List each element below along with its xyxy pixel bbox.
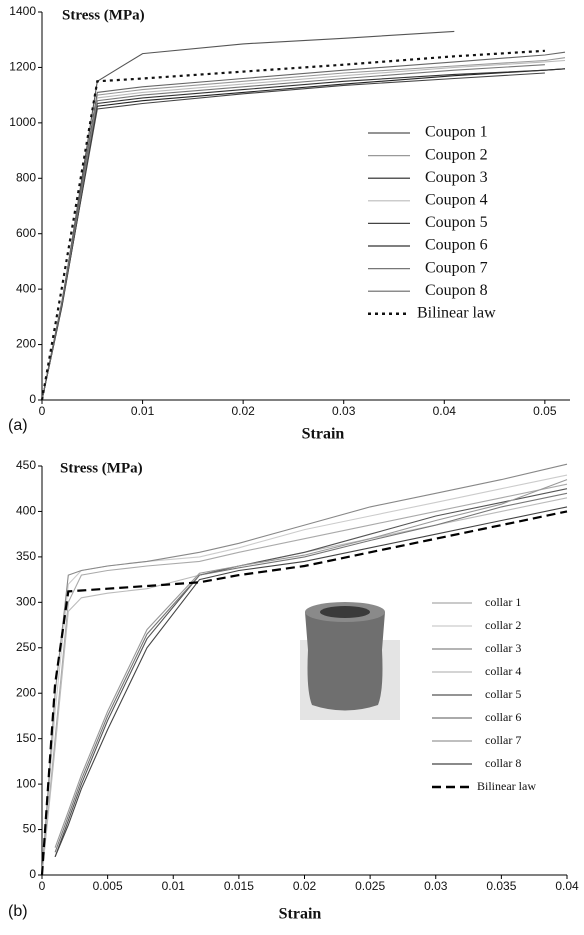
legend-label: Coupon 1 [425, 124, 488, 141]
y-tick-label: 400 [16, 281, 36, 295]
series-line [54, 492, 568, 853]
legend-label: Bilinear law [417, 304, 496, 321]
y-tick-label: 300 [16, 595, 36, 609]
series-line [40, 510, 568, 876]
x-axis-title: Strain [302, 426, 345, 443]
y-tick-label: 800 [16, 170, 36, 184]
x-tick-label: 0.015 [224, 879, 254, 893]
y-tick-label: 400 [16, 504, 36, 518]
x-tick-label: 0.01 [131, 404, 155, 418]
series-line [41, 483, 568, 876]
x-tick-label: 0.02 [231, 404, 255, 418]
series-line [41, 68, 566, 401]
collar-photo [300, 602, 400, 720]
legend-label: Coupon 6 [425, 237, 488, 254]
series-line [54, 506, 568, 858]
y-tick-label: 1000 [9, 115, 36, 129]
series-line [41, 463, 568, 876]
legend-label: Coupon 7 [425, 259, 488, 276]
x-tick-label: 0.02 [293, 879, 317, 893]
y-tick-label: 450 [16, 458, 36, 472]
legend-label: Coupon 4 [425, 191, 488, 208]
y-tick-label: 200 [16, 337, 36, 351]
legend-label: collar 1 [485, 595, 521, 609]
x-tick-label: 0.04 [555, 879, 579, 893]
y-tick-label: 1200 [9, 60, 36, 74]
x-tick-label: 0.005 [93, 879, 123, 893]
collar-body [305, 606, 385, 711]
x-tick-label: 0.05 [533, 404, 557, 418]
y-axis-title: Stress (MPa) [60, 460, 143, 476]
legend-label: collar 4 [485, 664, 521, 678]
legend-label: collar 3 [485, 641, 521, 655]
series-line [41, 51, 566, 401]
legend-label: collar 6 [485, 710, 521, 724]
legend-label: collar 7 [485, 733, 521, 747]
legend-label: collar 5 [485, 687, 521, 701]
y-tick-label: 150 [16, 731, 36, 745]
legend-label: Coupon 8 [425, 282, 488, 299]
y-axis-title: Stress (MPa) [62, 7, 145, 23]
x-tick-label: 0.03 [332, 404, 356, 418]
legend-label: Coupon 3 [425, 169, 488, 186]
x-tick-label: 0.01 [162, 879, 186, 893]
x-tick-label: 0 [39, 879, 46, 893]
panel-label: (b) [8, 903, 28, 920]
y-tick-label: 350 [16, 549, 36, 563]
x-tick-label: 0.03 [424, 879, 448, 893]
series-line [41, 64, 545, 401]
series-line [41, 68, 566, 401]
legend-label: collar 8 [485, 756, 521, 770]
legend-label: Bilinear law [477, 779, 536, 793]
y-tick-label: 0 [29, 867, 36, 881]
y-tick-label: 50 [23, 822, 37, 836]
x-tick-label: 0.04 [433, 404, 457, 418]
x-tick-label: 0 [39, 404, 46, 418]
y-tick-label: 200 [16, 685, 36, 699]
x-axis-title: Strain [279, 906, 322, 923]
x-tick-label: 0.035 [486, 879, 516, 893]
y-tick-label: 100 [16, 776, 36, 790]
collar-hole [320, 606, 370, 618]
y-tick-label: 600 [16, 226, 36, 240]
legend-label: Coupon 5 [425, 214, 488, 231]
y-tick-label: 0 [29, 392, 36, 406]
x-tick-label: 0.025 [355, 879, 385, 893]
legend-label: collar 2 [485, 618, 521, 632]
series-line [54, 479, 568, 848]
legend-label: Coupon 2 [425, 146, 488, 163]
series-line [54, 488, 568, 857]
y-tick-label: 1400 [9, 4, 36, 18]
y-tick-label: 250 [16, 640, 36, 654]
series-line [41, 474, 568, 876]
panel-label: (a) [8, 417, 28, 434]
